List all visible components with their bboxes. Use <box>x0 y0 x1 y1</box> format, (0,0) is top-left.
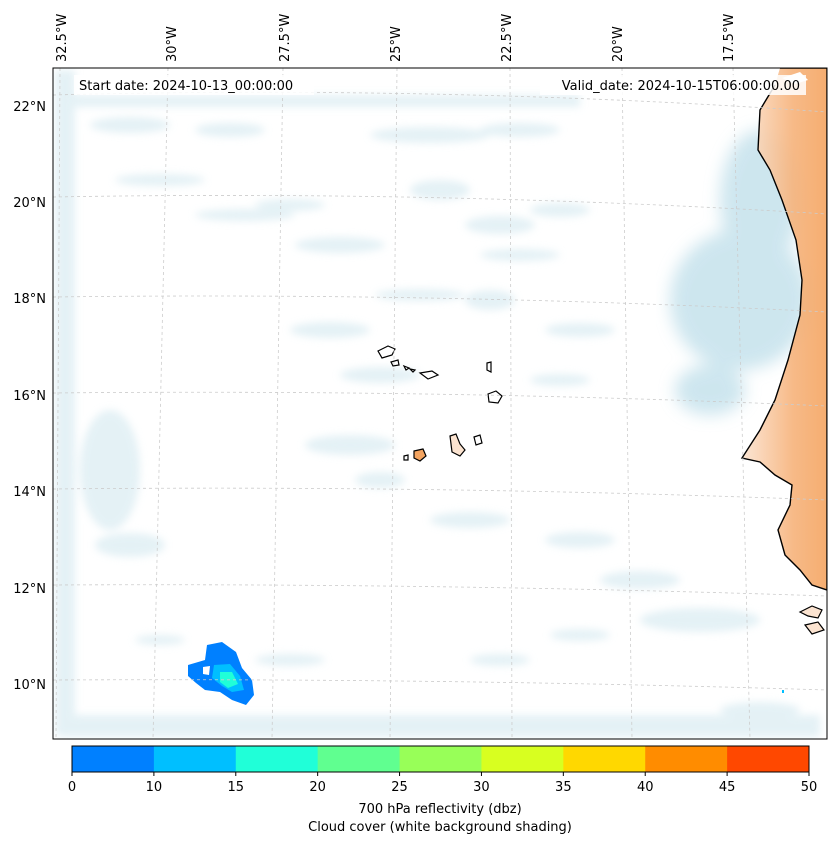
lon-label: 20°W <box>611 26 626 62</box>
colorbar-swatches <box>72 746 810 772</box>
colorbar-tick-label: 20 <box>309 780 326 795</box>
lon-label: 30°W <box>165 26 180 62</box>
lat-label: 20°N <box>13 196 46 211</box>
colorbar-swatch <box>317 746 401 772</box>
map-panel <box>52 67 828 740</box>
lat-label: 10°N <box>13 678 46 693</box>
colorbar-swatch <box>481 746 564 772</box>
colorbar-tick-label: 40 <box>637 780 654 795</box>
colorbar-tick-label: 30 <box>473 780 490 795</box>
colorbar-swatch <box>727 746 810 772</box>
colorbar-tick-label: 25 <box>391 780 408 795</box>
gridlines <box>53 68 827 739</box>
colorbar-tick-label: 10 <box>146 780 163 795</box>
lat-label: 14°N <box>13 485 46 500</box>
lat-label: 12°N <box>13 582 46 597</box>
latitude-labels: 22°N 20°N 18°N 16°N 14°N 12°N 10°N <box>13 100 46 693</box>
lon-label: 27.5°W <box>278 14 293 62</box>
lat-label: 18°N <box>13 292 46 307</box>
longitude-labels: 32.5°W 30°W 27.5°W 25°W 22.5°W 20°W 17.5… <box>55 14 737 62</box>
colorbar-swatch <box>153 746 237 772</box>
colorbar-swatch <box>235 746 319 772</box>
start-date-label: Start date: 2024-10-13_00:00:00 <box>79 79 293 94</box>
lat-label: 22°N <box>13 100 46 115</box>
coastal-cloud-band <box>670 130 810 415</box>
lon-label: 17.5°W <box>722 14 737 62</box>
lon-label: 22.5°W <box>500 14 515 62</box>
date-labels: Start date: 2024-10-13_00:00:00 Valid_da… <box>74 75 806 95</box>
colorbar-swatch <box>645 746 728 772</box>
colorbar: 0 10 15 20 25 30 35 40 45 50 700 hPa reflectivity… <box>68 745 817 835</box>
map-frame <box>52 67 828 740</box>
lon-label: 25°W <box>389 26 404 62</box>
colorbar-tick-label: 45 <box>719 780 736 795</box>
colorbar-swatch <box>399 746 482 772</box>
lat-label: 16°N <box>13 389 46 404</box>
cape-verde-islands <box>377 345 503 462</box>
colorbar-sublabel: Cloud cover (white background shading) <box>308 820 572 835</box>
colorbar-tick-label: 15 <box>228 780 245 795</box>
colorbar-swatch <box>563 746 646 772</box>
cloud-cover-shading <box>55 70 820 737</box>
colorbar-ticks: 0 10 15 20 25 30 35 40 45 50 <box>68 772 817 795</box>
colorbar-label: 700 hPa reflectivity (dbz) <box>358 802 521 817</box>
lon-label: 32.5°W <box>55 14 70 62</box>
colorbar-swatch <box>72 746 155 772</box>
colorbar-tick-label: 35 <box>555 780 572 795</box>
small-echo-dot <box>782 690 784 693</box>
colorbar-frame <box>71 745 810 773</box>
valid-date-label: Valid_date: 2024-10-15T06:00:00.00 <box>562 79 800 94</box>
colorbar-tick-label: 50 <box>801 780 818 795</box>
colorbar-tick-label: 0 <box>68 780 76 795</box>
